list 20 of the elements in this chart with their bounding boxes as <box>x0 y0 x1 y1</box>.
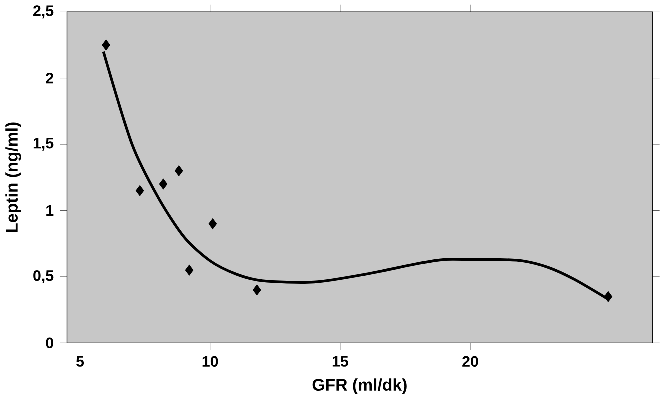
y-tick-label: 1,5 <box>34 138 54 151</box>
point <box>102 40 110 51</box>
y-tick-label: 0,5 <box>34 270 54 284</box>
y-axis-title: Leptin (ng/ml) <box>6 122 22 232</box>
point <box>208 218 218 230</box>
x-tick-label: 10 <box>202 356 218 368</box>
point <box>136 185 144 196</box>
point <box>253 284 262 296</box>
point <box>174 166 184 176</box>
y-tick-label: 2,5 <box>34 6 54 19</box>
x-axis-title: GFR (ml/dk) <box>312 378 407 394</box>
x-tick-label: 20 <box>462 356 478 368</box>
y-tick-label: 0 <box>46 338 54 349</box>
point <box>604 291 613 302</box>
y-tick-label: 2 <box>46 72 54 84</box>
point <box>185 264 194 276</box>
y-tick-label: 1 <box>46 206 54 216</box>
x-tick-label: 5 <box>76 356 84 367</box>
x-tick-label: 15 <box>332 356 348 367</box>
point <box>159 178 168 190</box>
